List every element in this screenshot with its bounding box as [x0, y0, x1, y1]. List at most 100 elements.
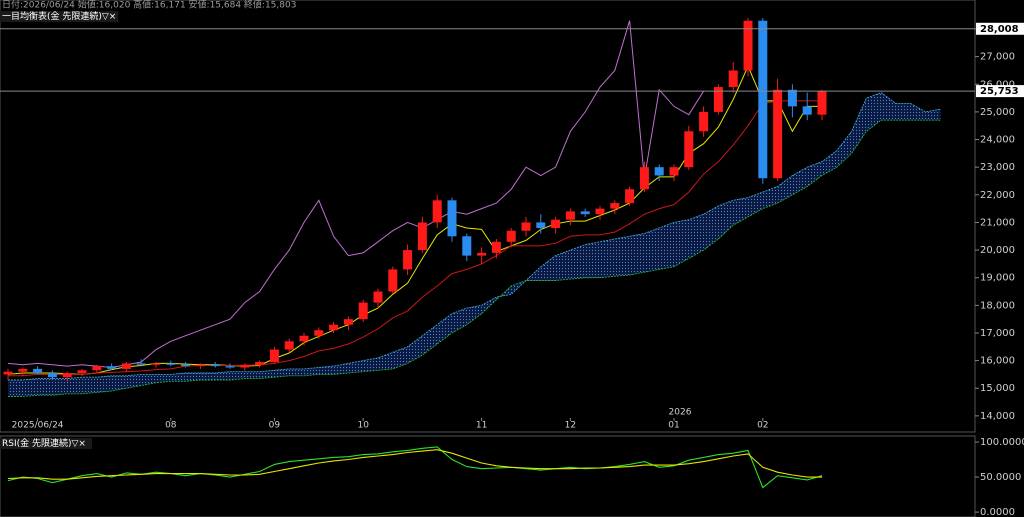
y-tick-label: 19,000 [980, 273, 1015, 284]
x-tick-label: 01 [668, 421, 679, 431]
indicator-line [8, 119, 941, 397]
candle-body [33, 368, 43, 374]
y-tick-label: 22,000 [980, 190, 1015, 201]
candle-body [225, 366, 235, 368]
candle-body [136, 363, 146, 365]
candle-body [565, 211, 575, 220]
reference-label: 25,753 [980, 86, 1019, 97]
candle-body [77, 370, 87, 374]
reference-label-bg [976, 22, 1024, 35]
candle-body [373, 291, 383, 303]
candle-body [506, 230, 516, 242]
ohlc-header: 日付:2026/06/24 始値:16,020 高値:16,171 安値:15,… [2, 0, 296, 11]
candle-body [477, 252, 487, 256]
candle-body [388, 269, 398, 292]
candle-body [802, 106, 812, 115]
candle-body [195, 364, 205, 367]
y-tick-label: 17,000 [980, 328, 1015, 339]
candle-body [610, 203, 620, 209]
candle-body [654, 167, 664, 176]
candle-body [3, 371, 13, 375]
y-tick-label: 24,000 [980, 135, 1015, 146]
candle-body [669, 167, 679, 176]
candle-body [773, 89, 783, 179]
candle-body [491, 241, 501, 253]
y-tick-label: 21,000 [980, 217, 1015, 228]
candle-body [358, 302, 368, 320]
x-tick-label: 02 [757, 421, 768, 431]
cloud-layer [8, 92, 941, 397]
candle-body [151, 363, 161, 365]
y-tick-label: 20,000 [980, 245, 1015, 256]
candle-body [18, 368, 28, 372]
candle-body [595, 208, 605, 215]
candle-body [255, 361, 265, 365]
year-annotation: 2026 [669, 408, 692, 418]
candle-body [343, 319, 353, 325]
candle-body [107, 366, 117, 369]
y-tick-label: 16,000 [980, 356, 1015, 367]
candle-body [47, 373, 57, 378]
candle-body [329, 324, 339, 331]
x-tick-label: 11 [476, 421, 487, 431]
candle-body [121, 363, 131, 369]
reference-label: 28,008 [980, 24, 1019, 35]
main-panel [0, 0, 976, 433]
candle-body [536, 222, 546, 228]
candle-body [625, 189, 635, 204]
candle-body [521, 222, 531, 231]
candle-body [181, 364, 191, 367]
reference-label-bg [976, 85, 1024, 98]
candle-body [462, 236, 472, 256]
candle-body [314, 330, 324, 336]
candle-body [699, 111, 709, 132]
main-layer [3, 17, 827, 382]
candle-body [758, 20, 768, 179]
candle-body [684, 131, 694, 168]
y-tick-label: 15,000 [980, 383, 1015, 394]
candle-body [817, 91, 827, 115]
candle-body [269, 349, 279, 362]
candle-body [713, 87, 723, 112]
candle-body [580, 211, 590, 215]
candle-body [743, 20, 753, 71]
candle-body [551, 219, 561, 228]
rsi-line [7, 449, 822, 480]
y-tick-label: 18,000 [980, 300, 1015, 311]
x-tick-label: 12 [565, 421, 576, 431]
rsi-title: RSI(金 先限連続)▽× [2, 437, 86, 449]
y-tick-label: 26,000 [980, 79, 1015, 90]
indicator-line [8, 100, 822, 377]
candle-body [240, 364, 250, 368]
candle-body [299, 335, 309, 342]
candle-body [403, 250, 413, 270]
y-tick-label: 100.0000 [980, 437, 1024, 448]
candle-body [62, 373, 72, 378]
title-bg [0, 11, 118, 22]
x-tick-label: 09 [269, 421, 281, 431]
x-tick-label: 10 [357, 421, 369, 431]
rsi-panel [0, 435, 976, 517]
rsi-title-bg [0, 438, 92, 449]
y-tick-label: 0.0000 [980, 507, 1015, 517]
y-tick-label: 25,000 [980, 107, 1015, 118]
y-tick-label: 50.0000 [980, 472, 1021, 483]
x-tick-label: 08 [165, 421, 177, 431]
candle-body [432, 200, 442, 223]
candle-body [417, 222, 427, 251]
candle-body [92, 366, 102, 371]
y-tick-label: 27,000 [980, 52, 1015, 63]
y-tick-label: 23,000 [980, 162, 1015, 173]
y-tick-label: 14,000 [980, 411, 1015, 422]
x-tick-label: 2025/06/24 [12, 421, 64, 431]
candle-body [728, 70, 738, 88]
candle-body [639, 167, 649, 190]
candle-body [284, 341, 294, 350]
candle-body [447, 200, 457, 237]
candle-body [166, 363, 176, 365]
chart-title: 一目均衡表(金 先限連続)▽× [2, 10, 116, 22]
indicator-line [8, 92, 941, 381]
